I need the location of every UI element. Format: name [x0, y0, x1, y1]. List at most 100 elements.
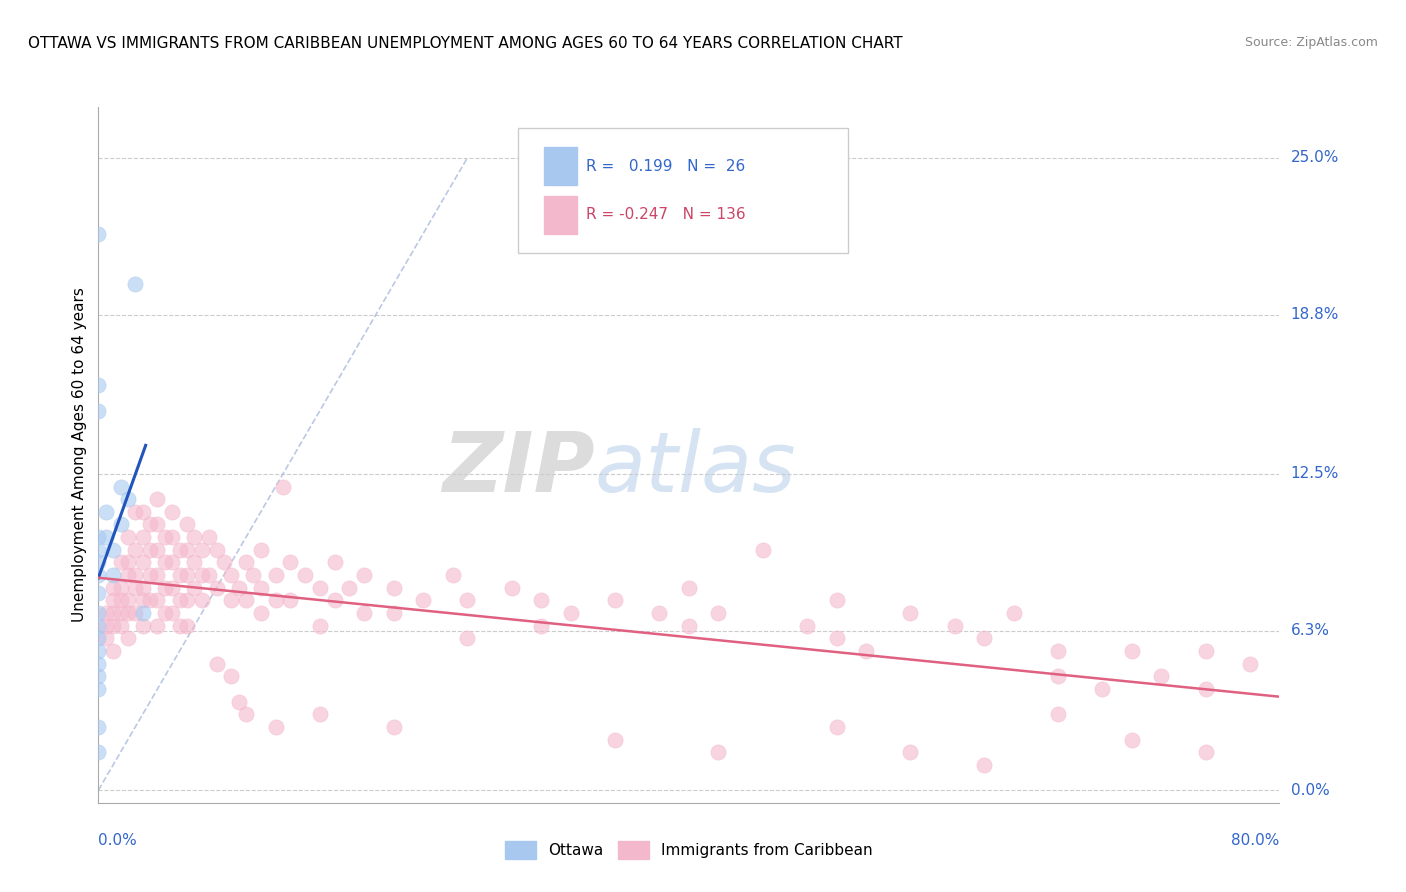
Point — [191, 542, 214, 557]
Point — [825, 593, 848, 607]
Point — [353, 568, 375, 582]
Point — [124, 277, 146, 292]
Point — [235, 556, 257, 570]
Point — [337, 581, 360, 595]
Point — [103, 606, 125, 620]
Point — [110, 606, 132, 620]
Point — [530, 618, 553, 632]
Point — [323, 593, 346, 607]
Point — [124, 542, 146, 557]
Text: 6.3%: 6.3% — [1291, 624, 1330, 639]
Point — [1046, 707, 1069, 722]
Point — [110, 479, 132, 493]
Point — [309, 618, 332, 632]
Point — [198, 530, 221, 544]
Point — [176, 517, 198, 532]
Point — [1195, 745, 1218, 759]
Point — [103, 644, 125, 658]
Point — [235, 593, 257, 607]
Point — [250, 581, 273, 595]
Point — [176, 542, 198, 557]
Point — [353, 606, 375, 620]
Point — [103, 618, 125, 632]
Text: ZIP: ZIP — [441, 428, 595, 509]
Point — [110, 556, 132, 570]
Point — [1121, 644, 1143, 658]
Text: 18.8%: 18.8% — [1291, 307, 1339, 322]
Point — [271, 479, 294, 493]
Legend: Ottawa, Immigrants from Caribbean: Ottawa, Immigrants from Caribbean — [499, 835, 879, 864]
Point — [146, 492, 169, 507]
Text: 0.0%: 0.0% — [1291, 782, 1329, 797]
Point — [169, 618, 191, 632]
Point — [132, 556, 155, 570]
Point — [87, 644, 110, 658]
Point — [278, 556, 302, 570]
Point — [250, 606, 273, 620]
Text: R =   0.199   N =  26: R = 0.199 N = 26 — [586, 159, 745, 174]
Point — [153, 556, 176, 570]
Point — [855, 644, 877, 658]
Point — [94, 632, 117, 646]
Point — [323, 556, 346, 570]
Point — [1046, 669, 1069, 683]
Point — [169, 593, 191, 607]
Point — [87, 745, 110, 759]
Point — [87, 568, 110, 582]
Point — [191, 568, 214, 582]
Point — [132, 581, 155, 595]
Point — [87, 378, 110, 392]
Point — [146, 618, 169, 632]
Point — [1150, 669, 1173, 683]
Point — [87, 618, 110, 632]
Point — [1121, 732, 1143, 747]
Point — [162, 556, 183, 570]
Point — [441, 568, 464, 582]
Point — [707, 606, 730, 620]
Point — [132, 593, 155, 607]
Point — [139, 568, 162, 582]
Text: 25.0%: 25.0% — [1291, 150, 1339, 165]
Point — [605, 593, 627, 607]
FancyBboxPatch shape — [517, 128, 848, 253]
Text: 12.5%: 12.5% — [1291, 467, 1339, 482]
Point — [1091, 681, 1114, 696]
Point — [264, 593, 287, 607]
Point — [110, 517, 132, 532]
Point — [146, 517, 169, 532]
Point — [973, 632, 995, 646]
Point — [648, 606, 671, 620]
Point — [825, 632, 848, 646]
Bar — [544, 147, 576, 186]
Point — [205, 542, 228, 557]
Point — [191, 593, 214, 607]
Point — [605, 732, 627, 747]
Point — [309, 581, 332, 595]
Point — [228, 581, 250, 595]
Point — [382, 581, 405, 595]
Point — [678, 618, 700, 632]
Point — [146, 593, 169, 607]
Text: 80.0%: 80.0% — [1232, 833, 1279, 848]
Point — [139, 593, 162, 607]
Point — [87, 681, 110, 696]
Point — [94, 606, 117, 620]
Bar — [544, 195, 576, 234]
Point — [146, 568, 169, 582]
Point — [124, 505, 146, 519]
Point — [94, 505, 117, 519]
Point — [87, 720, 110, 734]
Point — [219, 669, 242, 683]
Point — [103, 568, 125, 582]
Point — [153, 581, 176, 595]
Point — [235, 707, 257, 722]
Point — [162, 530, 183, 544]
Point — [219, 568, 242, 582]
Point — [87, 657, 110, 671]
Y-axis label: Unemployment Among Ages 60 to 64 years: Unemployment Among Ages 60 to 64 years — [72, 287, 87, 623]
Point — [294, 568, 316, 582]
Point — [110, 618, 132, 632]
Point — [117, 606, 139, 620]
Point — [278, 593, 302, 607]
Point — [117, 593, 139, 607]
